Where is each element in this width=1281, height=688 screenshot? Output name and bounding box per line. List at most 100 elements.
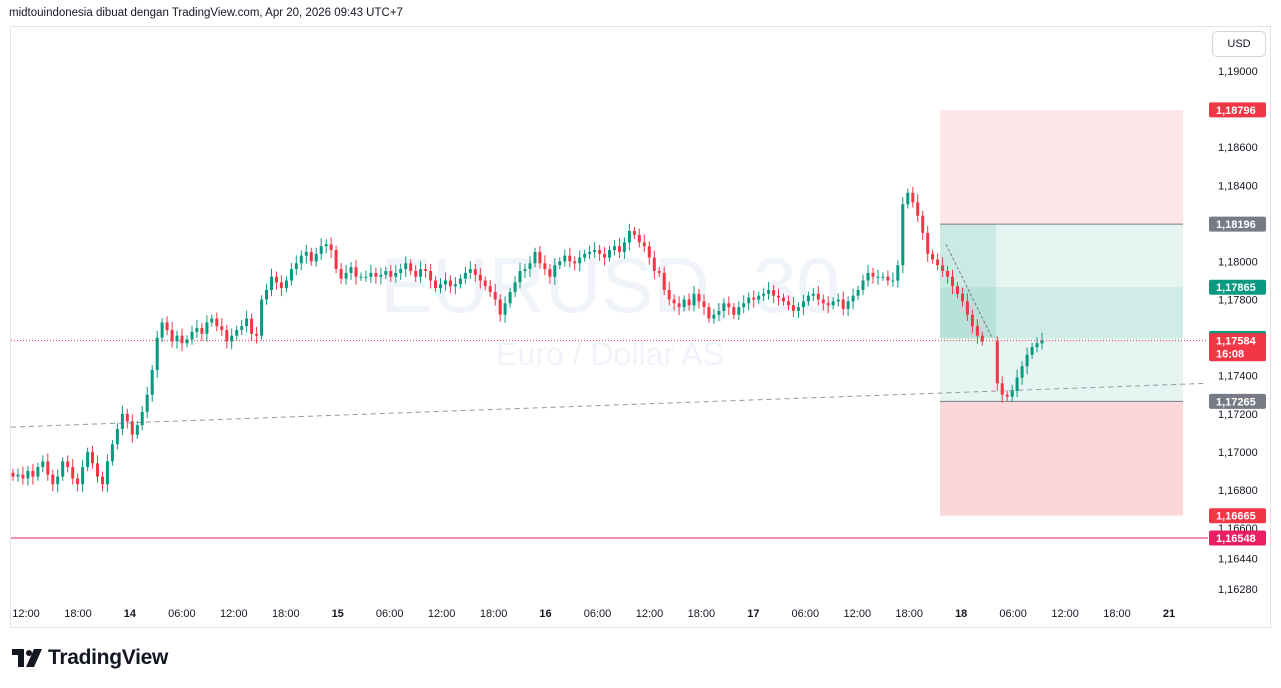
candle-body [657, 271, 661, 273]
candle-body [970, 314, 974, 327]
candle-body [394, 272, 398, 277]
x-tick-label: 06:00 [584, 608, 612, 620]
candle-body [185, 339, 189, 344]
candle-body [21, 474, 25, 479]
candle-body [523, 269, 527, 271]
candle-body [702, 301, 706, 308]
currency-button[interactable]: USD [1212, 31, 1266, 57]
candle-body [732, 307, 736, 315]
candle-body [1020, 366, 1024, 378]
candle-body [91, 451, 94, 464]
candle-body [558, 261, 562, 266]
candle-body [56, 476, 60, 485]
x-tick-label: 18:00 [64, 608, 92, 620]
x-tick-label: 17 [747, 608, 759, 620]
candle-body [26, 470, 30, 479]
candle-body [225, 330, 229, 342]
y-tick-label: 1,17000 [1218, 447, 1258, 459]
candle-body [975, 326, 979, 336]
candle-body [672, 299, 676, 304]
candle-body [210, 318, 214, 323]
target-zone [940, 224, 1183, 402]
candle-body [772, 290, 776, 296]
candle-body [951, 276, 954, 287]
candle-body [230, 335, 234, 342]
candle-body [543, 263, 547, 269]
candle-body [96, 463, 99, 477]
position-path-line [945, 244, 993, 338]
candle-body [791, 305, 795, 311]
candle-body [1005, 394, 1009, 397]
candle-body [727, 303, 731, 308]
candle-body [364, 276, 368, 278]
candle-body [861, 280, 865, 290]
candle-body [1030, 347, 1034, 355]
x-tick-label: 18:00 [895, 608, 923, 620]
candle-body [384, 271, 388, 275]
candle-body [458, 278, 462, 285]
y-tick-label: 1,18000 [1218, 256, 1258, 268]
candle-body [240, 326, 244, 330]
candle-body [41, 461, 45, 468]
candle-body [220, 326, 224, 330]
candle-body [71, 467, 75, 479]
candle-body [941, 265, 945, 271]
candle-body [583, 253, 587, 258]
candle-body [956, 286, 959, 294]
candle-body [270, 276, 273, 290]
candle-body [647, 246, 651, 258]
candle-body [712, 314, 716, 319]
candle-body [687, 299, 691, 306]
candle-body [130, 421, 134, 435]
candle-body [722, 303, 726, 311]
x-tick-label: 12:00 [1051, 608, 1079, 620]
candle-body [414, 271, 418, 277]
candle-body [1000, 383, 1004, 395]
candle-body [434, 280, 437, 289]
candle-body [846, 301, 850, 309]
candle-body [901, 204, 905, 266]
x-tick-label: 12:00 [12, 608, 40, 620]
candle-body [757, 295, 761, 300]
candle-body [826, 303, 830, 306]
candle-body [747, 297, 751, 304]
price-tag [1209, 279, 1266, 295]
y-tick-label: 1,18400 [1218, 180, 1258, 192]
price-tag [1209, 530, 1266, 546]
tradingview-logo[interactable]: TradingView [12, 646, 168, 670]
candle-body [911, 192, 915, 203]
candle-body [135, 425, 139, 435]
y-tick-label: 1,18600 [1218, 142, 1258, 154]
candle-body [190, 331, 194, 340]
candle-body [101, 476, 104, 485]
candle-body [140, 411, 144, 426]
candle-body [314, 253, 318, 262]
x-tick-label: 18:00 [1103, 608, 1131, 620]
candle-body [16, 474, 20, 477]
candle-body [752, 297, 756, 300]
candle-body [125, 413, 129, 422]
candle-body [195, 328, 199, 332]
candle-body [294, 263, 298, 269]
candle-body [568, 255, 572, 262]
candle-body [66, 461, 70, 468]
candle-body [498, 299, 502, 315]
candle-body [961, 293, 964, 302]
candle-body [538, 251, 542, 264]
x-tick-label: 06:00 [376, 608, 404, 620]
price-tag-label: 1,18196 [1216, 219, 1256, 231]
candle-body [150, 370, 154, 395]
candle-body [424, 269, 428, 271]
candle-body [717, 311, 721, 315]
candle-body [110, 444, 114, 462]
target-zone-progress [940, 224, 996, 339]
y-tick-label: 1,17400 [1218, 371, 1258, 383]
candle-body [369, 272, 373, 277]
candle-body [851, 295, 855, 302]
x-tick-label: 15 [332, 608, 344, 620]
candle-body [304, 251, 308, 256]
watermark-description: Euro / Dollar AS [496, 336, 724, 372]
candles [11, 186, 1044, 493]
chart-frame[interactable] [10, 26, 1271, 628]
